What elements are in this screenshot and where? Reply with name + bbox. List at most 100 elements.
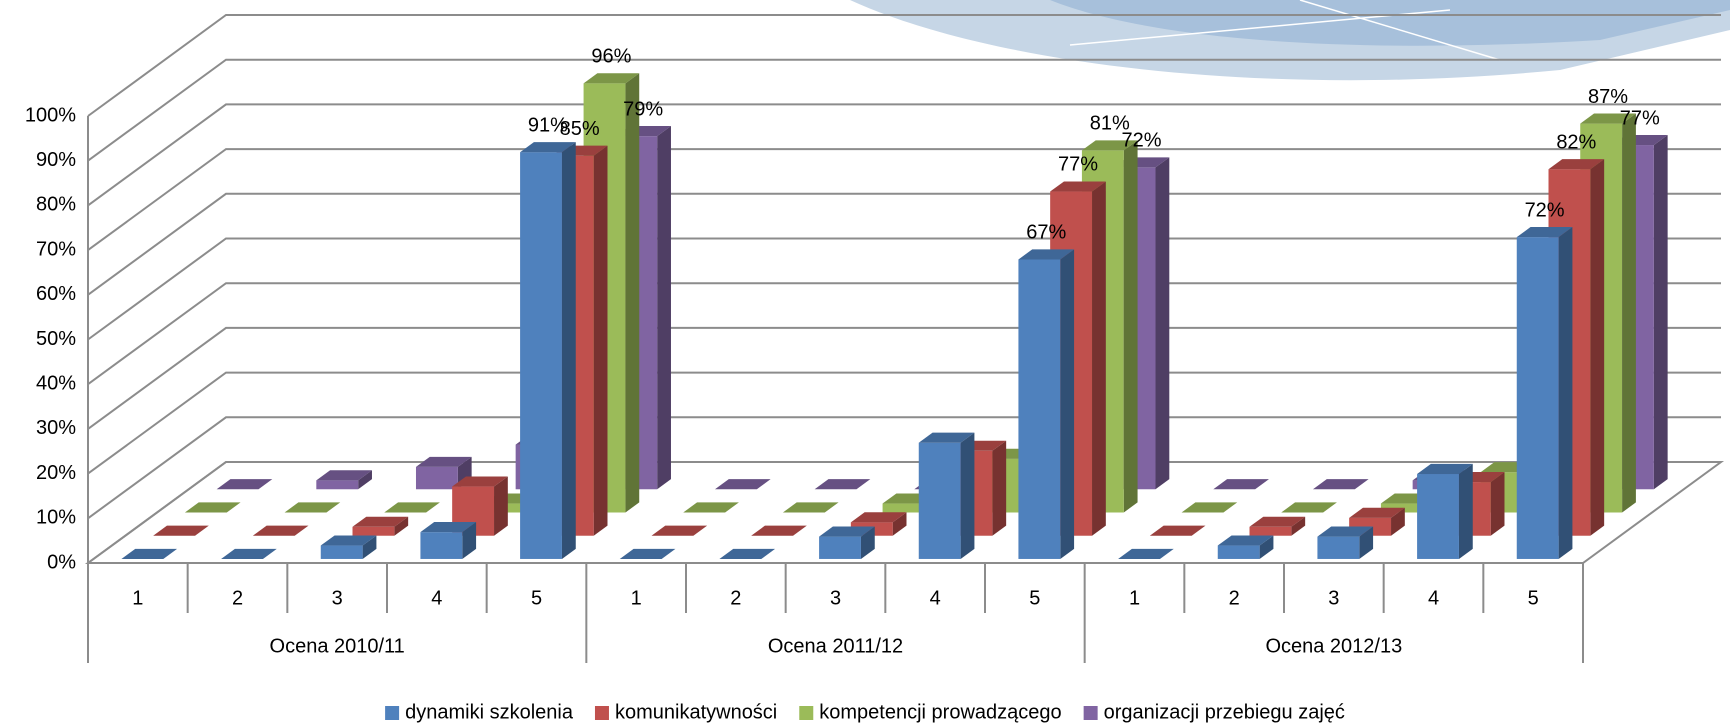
- bar: [819, 537, 861, 559]
- legend-label: komunikatywności: [615, 701, 777, 723]
- legend-label: organizacji przebiegu zajęć: [1104, 701, 1345, 723]
- bar-side: [1491, 472, 1505, 536]
- y-tick-label: 80%: [36, 194, 76, 216]
- grid-line: [88, 149, 1721, 250]
- bar-side: [562, 142, 576, 559]
- y-tick-label: 30%: [36, 417, 76, 439]
- bar-top: [217, 479, 273, 489]
- bars: [121, 73, 1667, 559]
- bar-top: [185, 502, 241, 512]
- bar-top: [1313, 479, 1369, 489]
- y-tick-label: 90%: [36, 149, 76, 171]
- grid-line: [88, 194, 1721, 295]
- bar-side: [1092, 181, 1106, 535]
- bar-side: [1622, 114, 1636, 513]
- bar: [1018, 259, 1060, 558]
- grid-line: [88, 239, 1721, 340]
- bar-top: [715, 479, 771, 489]
- bar-side: [961, 433, 975, 559]
- value-label: 79%: [623, 98, 663, 120]
- value-label: 96%: [591, 46, 631, 68]
- bar-top: [1150, 526, 1206, 536]
- bar-side: [992, 441, 1006, 536]
- x-tick-label: 2: [1229, 587, 1240, 609]
- grid-line: [88, 328, 1721, 429]
- bar: [420, 532, 462, 559]
- y-tick-label: 100%: [25, 104, 76, 126]
- bar-top: [683, 502, 739, 512]
- x-tick-label: 1: [1129, 587, 1140, 609]
- value-label: 81%: [1090, 113, 1130, 135]
- x-tick-label: 2: [730, 587, 741, 609]
- x-tick-label: 5: [531, 587, 542, 609]
- bar-side: [494, 476, 508, 535]
- bar-top: [751, 526, 807, 536]
- bar: [316, 480, 358, 489]
- value-label: 72%: [1525, 199, 1565, 221]
- page: 0%10%20%30%40%50%60%70%80%90%100% 123451…: [0, 0, 1730, 728]
- bar: [1317, 537, 1359, 559]
- bar-side: [1559, 227, 1573, 559]
- value-label: 67%: [1026, 222, 1066, 244]
- bar-top: [285, 502, 341, 512]
- y-tick-label: 40%: [36, 372, 76, 394]
- x-tick-label: 1: [631, 587, 642, 609]
- y-tick-label: 50%: [36, 328, 76, 350]
- legend-swatch: [385, 706, 399, 720]
- bar: [883, 504, 925, 513]
- x-tick-label: 3: [830, 587, 841, 609]
- bar: [520, 152, 562, 559]
- bar: [321, 546, 363, 559]
- bar-top: [153, 526, 209, 536]
- bar-top: [783, 502, 839, 512]
- bar-side: [657, 126, 671, 489]
- chart: 0%10%20%30%40%50%60%70%80%90%100% 123451…: [0, 0, 1730, 728]
- group-label: Ocena 2010/11: [270, 635, 405, 657]
- x-tick-label: 3: [332, 587, 343, 609]
- bar-side: [1654, 135, 1668, 489]
- legend: dynamiki szkoleniakomunikatywnościkompet…: [385, 701, 1345, 723]
- bar-side: [594, 146, 608, 536]
- x-tick-label: 4: [1428, 587, 1439, 609]
- bar-side: [1156, 157, 1170, 489]
- bar: [1218, 546, 1260, 559]
- bar-side: [1459, 464, 1473, 559]
- value-label: 82%: [1556, 131, 1596, 153]
- legend-label: dynamiki szkolenia: [405, 701, 574, 723]
- x-tick-label: 5: [1029, 587, 1040, 609]
- bar: [1250, 527, 1292, 536]
- bar: [1517, 237, 1559, 559]
- y-tick-label: 20%: [36, 462, 76, 484]
- bar-top: [1281, 502, 1337, 512]
- value-label: 77%: [1620, 107, 1660, 129]
- bar-top: [719, 549, 775, 559]
- grid-line: [88, 373, 1721, 474]
- value-label: 77%: [1058, 154, 1098, 176]
- x-tick-label: 4: [930, 587, 941, 609]
- y-tick-label: 70%: [36, 238, 76, 260]
- y-tick-label: 0%: [47, 551, 76, 573]
- bar-side: [1060, 249, 1074, 559]
- legend-swatch: [595, 706, 609, 720]
- bar-top: [221, 549, 277, 559]
- bar: [353, 527, 395, 536]
- bar-top: [121, 549, 177, 559]
- bar-top: [1118, 549, 1174, 559]
- bar: [919, 443, 961, 559]
- y-tick-label: 60%: [36, 283, 76, 305]
- bar-top: [253, 526, 309, 536]
- bar-top: [384, 502, 440, 512]
- x-tick-label: 1: [132, 587, 143, 609]
- bar-side: [1124, 140, 1138, 512]
- x-tick-label: 2: [232, 587, 243, 609]
- bar: [1417, 474, 1459, 559]
- group-label: Ocena 2012/13: [1265, 635, 1402, 657]
- legend-swatch: [799, 706, 813, 720]
- x-tick-label: 3: [1328, 587, 1339, 609]
- x-tick-label: 4: [431, 587, 442, 609]
- bar: [416, 467, 458, 489]
- bar-side: [1590, 159, 1604, 536]
- bar-top: [1213, 479, 1269, 489]
- value-label: 91%: [528, 114, 568, 136]
